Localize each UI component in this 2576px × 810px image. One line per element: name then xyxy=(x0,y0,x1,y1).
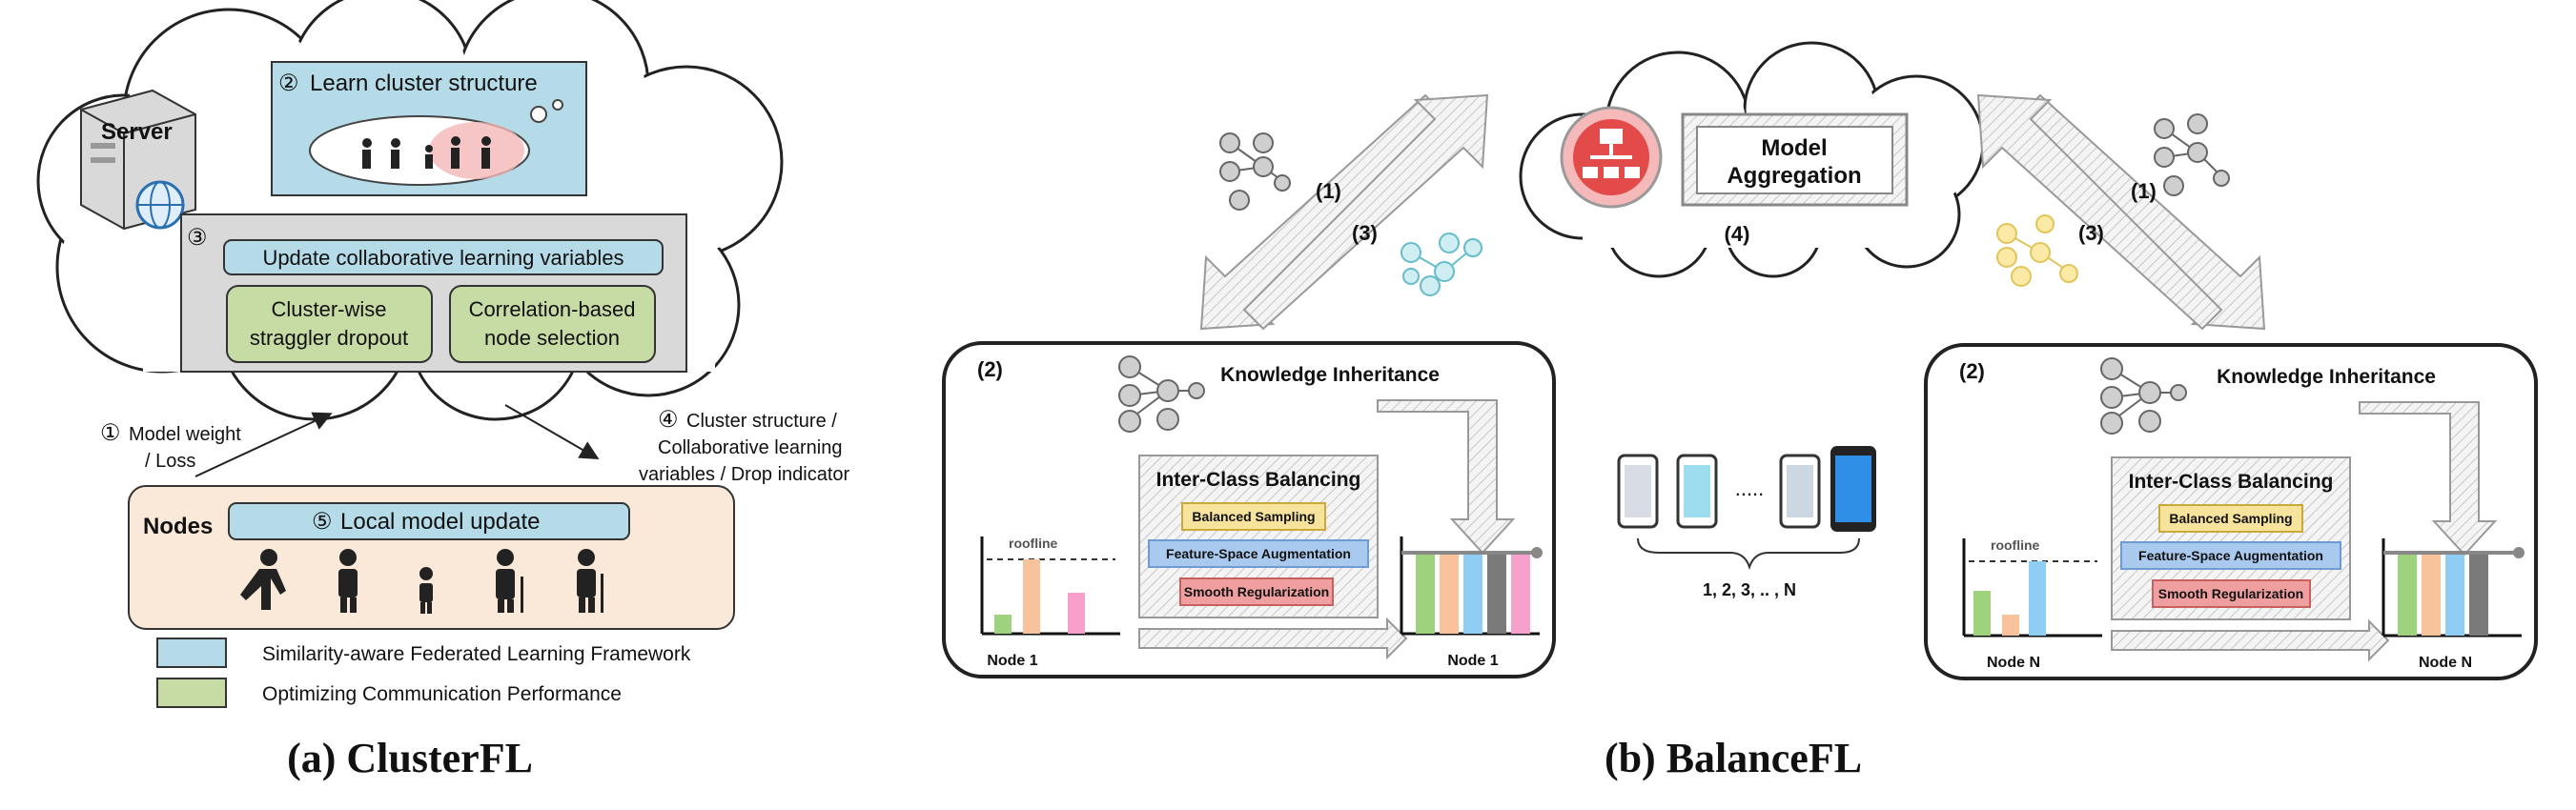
network-icon-yellow xyxy=(1996,214,2078,287)
node-panel-left: (2) Knowledge Inheritance Inter-Class Ba… xyxy=(942,341,1556,678)
chart-in-right xyxy=(1962,538,2102,638)
panel-right-node-in: Node N xyxy=(1987,655,2040,671)
clusterfl-figure: Server ② Learn cluster structure ③ Updat… xyxy=(36,0,850,781)
people-icons-small xyxy=(362,136,491,169)
step2-num: ② xyxy=(278,71,299,96)
network-icon-teal xyxy=(1400,233,1482,296)
aggregation-box-inner xyxy=(1696,126,1893,194)
arrow1-num: ① xyxy=(100,420,121,446)
legend-text-green: Optimizing Communication Performance xyxy=(262,683,622,705)
network-icon-gray-right xyxy=(2154,113,2230,196)
network-icon-left-panel xyxy=(1118,355,1205,433)
step2-title: Learn cluster structure xyxy=(310,71,538,96)
device-range: 1, 2, 3, .. , N xyxy=(1703,580,1796,599)
aggregation-line2: Aggregation xyxy=(1727,163,1861,189)
straggler-line2: straggler dropout xyxy=(250,326,408,350)
step5-box xyxy=(228,502,630,540)
server-label: Server xyxy=(101,119,173,145)
network-icon-gray-left xyxy=(1219,132,1291,211)
panel-left-item3: Smooth Regularization xyxy=(1184,584,1329,599)
left-arrow-step3: (3) xyxy=(1352,221,1378,245)
legend-text-blue: Similarity-aware Federated Learning Fram… xyxy=(262,643,691,665)
panel-left-icb: Inter-Class Balancing xyxy=(1156,469,1361,491)
panel-left-title: Knowledge Inheritance xyxy=(1220,364,1440,386)
arrow4-num: ④ xyxy=(658,407,679,433)
arrow4-line2: Collaborative learning xyxy=(658,437,842,458)
panel-right-node-out: Node N xyxy=(2419,655,2472,671)
panel-left-item1: Balanced Sampling xyxy=(1192,509,1315,524)
panel-right-step: (2) xyxy=(1959,359,1985,383)
panel-left-item2: Feature-Space Augmentation xyxy=(1166,546,1351,561)
chart-out-left xyxy=(1400,537,1543,636)
arrow1-line1: Model weight xyxy=(129,424,241,445)
people-icons xyxy=(240,549,603,614)
panel-left-roofline: roofline xyxy=(1009,536,1058,551)
straggler-line1: Cluster-wise xyxy=(271,297,386,321)
selection-line1: Correlation-based xyxy=(469,297,636,321)
step3-num: ③ xyxy=(187,225,208,251)
panel-right-icb: Inter-Class Balancing xyxy=(2129,471,2334,493)
panel-left-node-out: Node 1 xyxy=(1447,653,1498,669)
arrow1-line2: / Loss xyxy=(145,451,195,472)
straggler-dropout-box xyxy=(226,285,433,363)
device-brace xyxy=(1637,537,1860,571)
step3-header: Update collaborative learning variables xyxy=(262,246,624,270)
device-row: ..... 1, 2, 3, .. , N xyxy=(1617,446,1876,599)
step3-header-box xyxy=(223,239,664,275)
panel-left-node-in: Node 1 xyxy=(987,653,1037,669)
selection-line2: node selection xyxy=(484,326,620,350)
arrow4-line1: Cluster structure / xyxy=(686,411,837,432)
right-arrow-step1: (1) xyxy=(2131,179,2157,203)
panel-left-step: (2) xyxy=(977,357,1003,381)
chart-in-left xyxy=(980,537,1120,636)
balancefl-figure: (1) (3) Model xyxy=(942,41,2538,781)
right-arrow-step3: (3) xyxy=(2078,221,2104,245)
step5-text: Local model update xyxy=(340,509,540,535)
panel-right-item1: Balanced Sampling xyxy=(2169,511,2292,526)
chart-out-right xyxy=(2382,538,2525,638)
network-icon-right-panel xyxy=(2100,357,2187,435)
left-arrows xyxy=(1199,93,1489,331)
caption-a: (a) ClusterFL xyxy=(287,735,533,781)
nodes-label: Nodes xyxy=(143,514,213,539)
arrow4-line3: variables / Drop indicator xyxy=(639,464,850,485)
panel-right-roofline: roofline xyxy=(1991,537,2040,553)
caption-b: (b) BalanceFL xyxy=(1605,735,1862,781)
panel-right-item2: Feature-Space Augmentation xyxy=(2138,548,2323,563)
arrow-cluster-structure xyxy=(504,404,600,460)
arrow-model-weight xyxy=(194,412,333,477)
legend-swatch-blue xyxy=(156,638,227,668)
right-arrows xyxy=(1976,93,2266,331)
aggregation-step: (4) xyxy=(1725,222,1750,246)
panel-right-title: Knowledge Inheritance xyxy=(2217,366,2436,388)
node-panel-right: (2) Knowledge Inheritance Inter-Class Ba… xyxy=(1924,343,2538,680)
server-icon xyxy=(80,89,196,231)
legend-swatch-green xyxy=(156,678,227,708)
step5-num: ⑤ xyxy=(312,509,333,535)
hierarchy-icon xyxy=(1560,106,1663,209)
device-dots: ..... xyxy=(1735,476,1765,500)
node-selection-box xyxy=(449,285,656,363)
panel-right-item3: Smooth Regularization xyxy=(2158,586,2303,601)
aggregation-line1: Model xyxy=(1761,135,1827,161)
left-arrow-step1: (1) xyxy=(1316,179,1341,203)
